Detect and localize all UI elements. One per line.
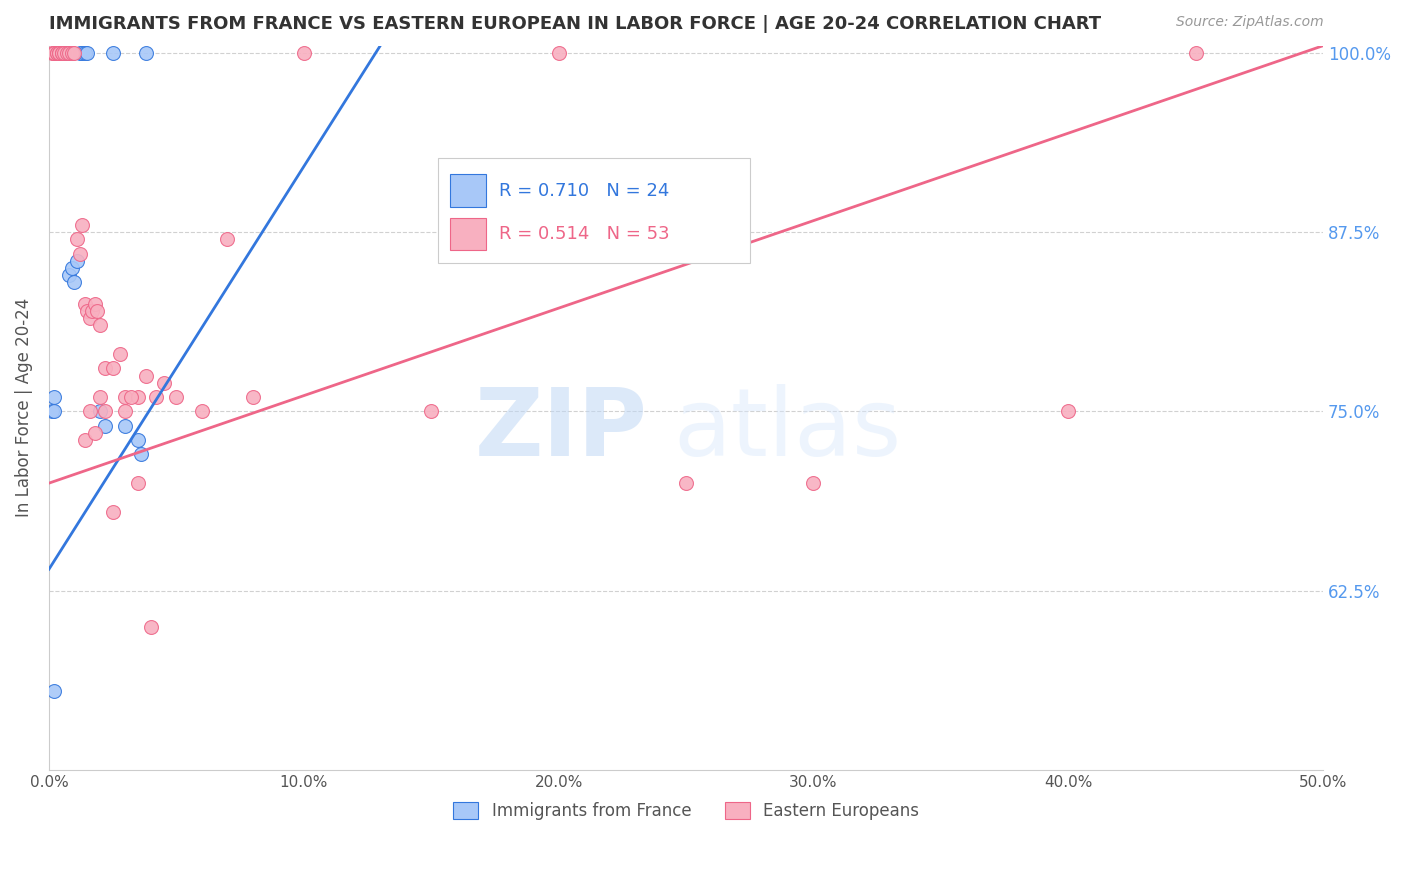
Point bbox=[191, 404, 214, 418]
Point bbox=[675, 476, 697, 491]
Point bbox=[53, 45, 76, 60]
Point bbox=[45, 45, 67, 60]
Point bbox=[152, 376, 174, 390]
Point bbox=[66, 232, 89, 246]
Point bbox=[69, 45, 91, 60]
Point bbox=[45, 45, 67, 60]
Text: Source: ZipAtlas.com: Source: ZipAtlas.com bbox=[1175, 15, 1323, 29]
Point bbox=[420, 404, 443, 418]
Point bbox=[48, 45, 70, 60]
Point bbox=[60, 260, 83, 275]
Point bbox=[42, 390, 65, 404]
Point bbox=[70, 45, 93, 60]
Point bbox=[101, 45, 124, 60]
Point bbox=[41, 45, 63, 60]
Point bbox=[139, 619, 162, 633]
Text: atlas: atlas bbox=[673, 384, 901, 475]
Text: R = 0.710   N = 24: R = 0.710 N = 24 bbox=[499, 182, 669, 200]
Point bbox=[66, 253, 89, 268]
Point bbox=[127, 476, 149, 491]
Point bbox=[135, 368, 157, 383]
Point bbox=[48, 45, 70, 60]
Point bbox=[58, 45, 80, 60]
Point bbox=[94, 404, 117, 418]
Point bbox=[60, 45, 83, 60]
Text: R = 0.514   N = 53: R = 0.514 N = 53 bbox=[499, 225, 669, 243]
Point bbox=[110, 347, 132, 361]
Point bbox=[73, 45, 96, 60]
Point bbox=[82, 304, 104, 318]
Point bbox=[58, 268, 80, 282]
Point bbox=[79, 311, 101, 326]
Bar bbox=[450, 218, 486, 251]
Point bbox=[83, 297, 105, 311]
Point bbox=[86, 304, 108, 318]
Point bbox=[42, 45, 65, 60]
Point bbox=[89, 404, 111, 418]
Point bbox=[114, 404, 136, 418]
Y-axis label: In Labor Force | Age 20-24: In Labor Force | Age 20-24 bbox=[15, 298, 32, 517]
Point bbox=[89, 390, 111, 404]
Point bbox=[242, 390, 264, 404]
Bar bbox=[450, 174, 486, 207]
Point bbox=[42, 684, 65, 698]
Point bbox=[114, 390, 136, 404]
Point bbox=[135, 45, 157, 60]
Text: ZIP: ZIP bbox=[475, 384, 648, 475]
Point bbox=[145, 390, 167, 404]
Legend: Immigrants from France, Eastern Europeans: Immigrants from France, Eastern European… bbox=[447, 796, 925, 827]
Point bbox=[165, 390, 187, 404]
Point bbox=[73, 433, 96, 447]
Point bbox=[70, 218, 93, 232]
Point bbox=[73, 297, 96, 311]
Point bbox=[51, 45, 73, 60]
Point bbox=[89, 318, 111, 333]
Point bbox=[69, 246, 91, 260]
Point bbox=[803, 476, 825, 491]
Point bbox=[1184, 45, 1206, 60]
Point bbox=[127, 433, 149, 447]
Point bbox=[1057, 404, 1080, 418]
Point bbox=[79, 404, 101, 418]
Point bbox=[83, 425, 105, 440]
Point bbox=[94, 418, 117, 433]
Point bbox=[41, 404, 63, 418]
Point bbox=[53, 45, 76, 60]
Point bbox=[217, 232, 239, 246]
Text: IMMIGRANTS FROM FRANCE VS EASTERN EUROPEAN IN LABOR FORCE | AGE 20-24 CORRELATIO: IMMIGRANTS FROM FRANCE VS EASTERN EUROPE… bbox=[49, 15, 1101, 33]
Point bbox=[120, 390, 142, 404]
Point bbox=[76, 45, 98, 60]
Point bbox=[63, 276, 86, 290]
Point bbox=[42, 45, 65, 60]
Point bbox=[129, 447, 152, 461]
Point bbox=[51, 45, 73, 60]
Point bbox=[547, 45, 569, 60]
Point bbox=[51, 45, 73, 60]
Point bbox=[48, 45, 70, 60]
Point bbox=[45, 45, 67, 60]
Point bbox=[292, 45, 315, 60]
Point bbox=[63, 45, 86, 60]
Point bbox=[101, 361, 124, 376]
Point bbox=[56, 45, 79, 60]
Point bbox=[127, 390, 149, 404]
Point bbox=[101, 505, 124, 519]
FancyBboxPatch shape bbox=[437, 158, 749, 263]
Point bbox=[94, 361, 117, 376]
Point bbox=[114, 418, 136, 433]
Point bbox=[56, 45, 79, 60]
Point bbox=[42, 404, 65, 418]
Point bbox=[76, 304, 98, 318]
